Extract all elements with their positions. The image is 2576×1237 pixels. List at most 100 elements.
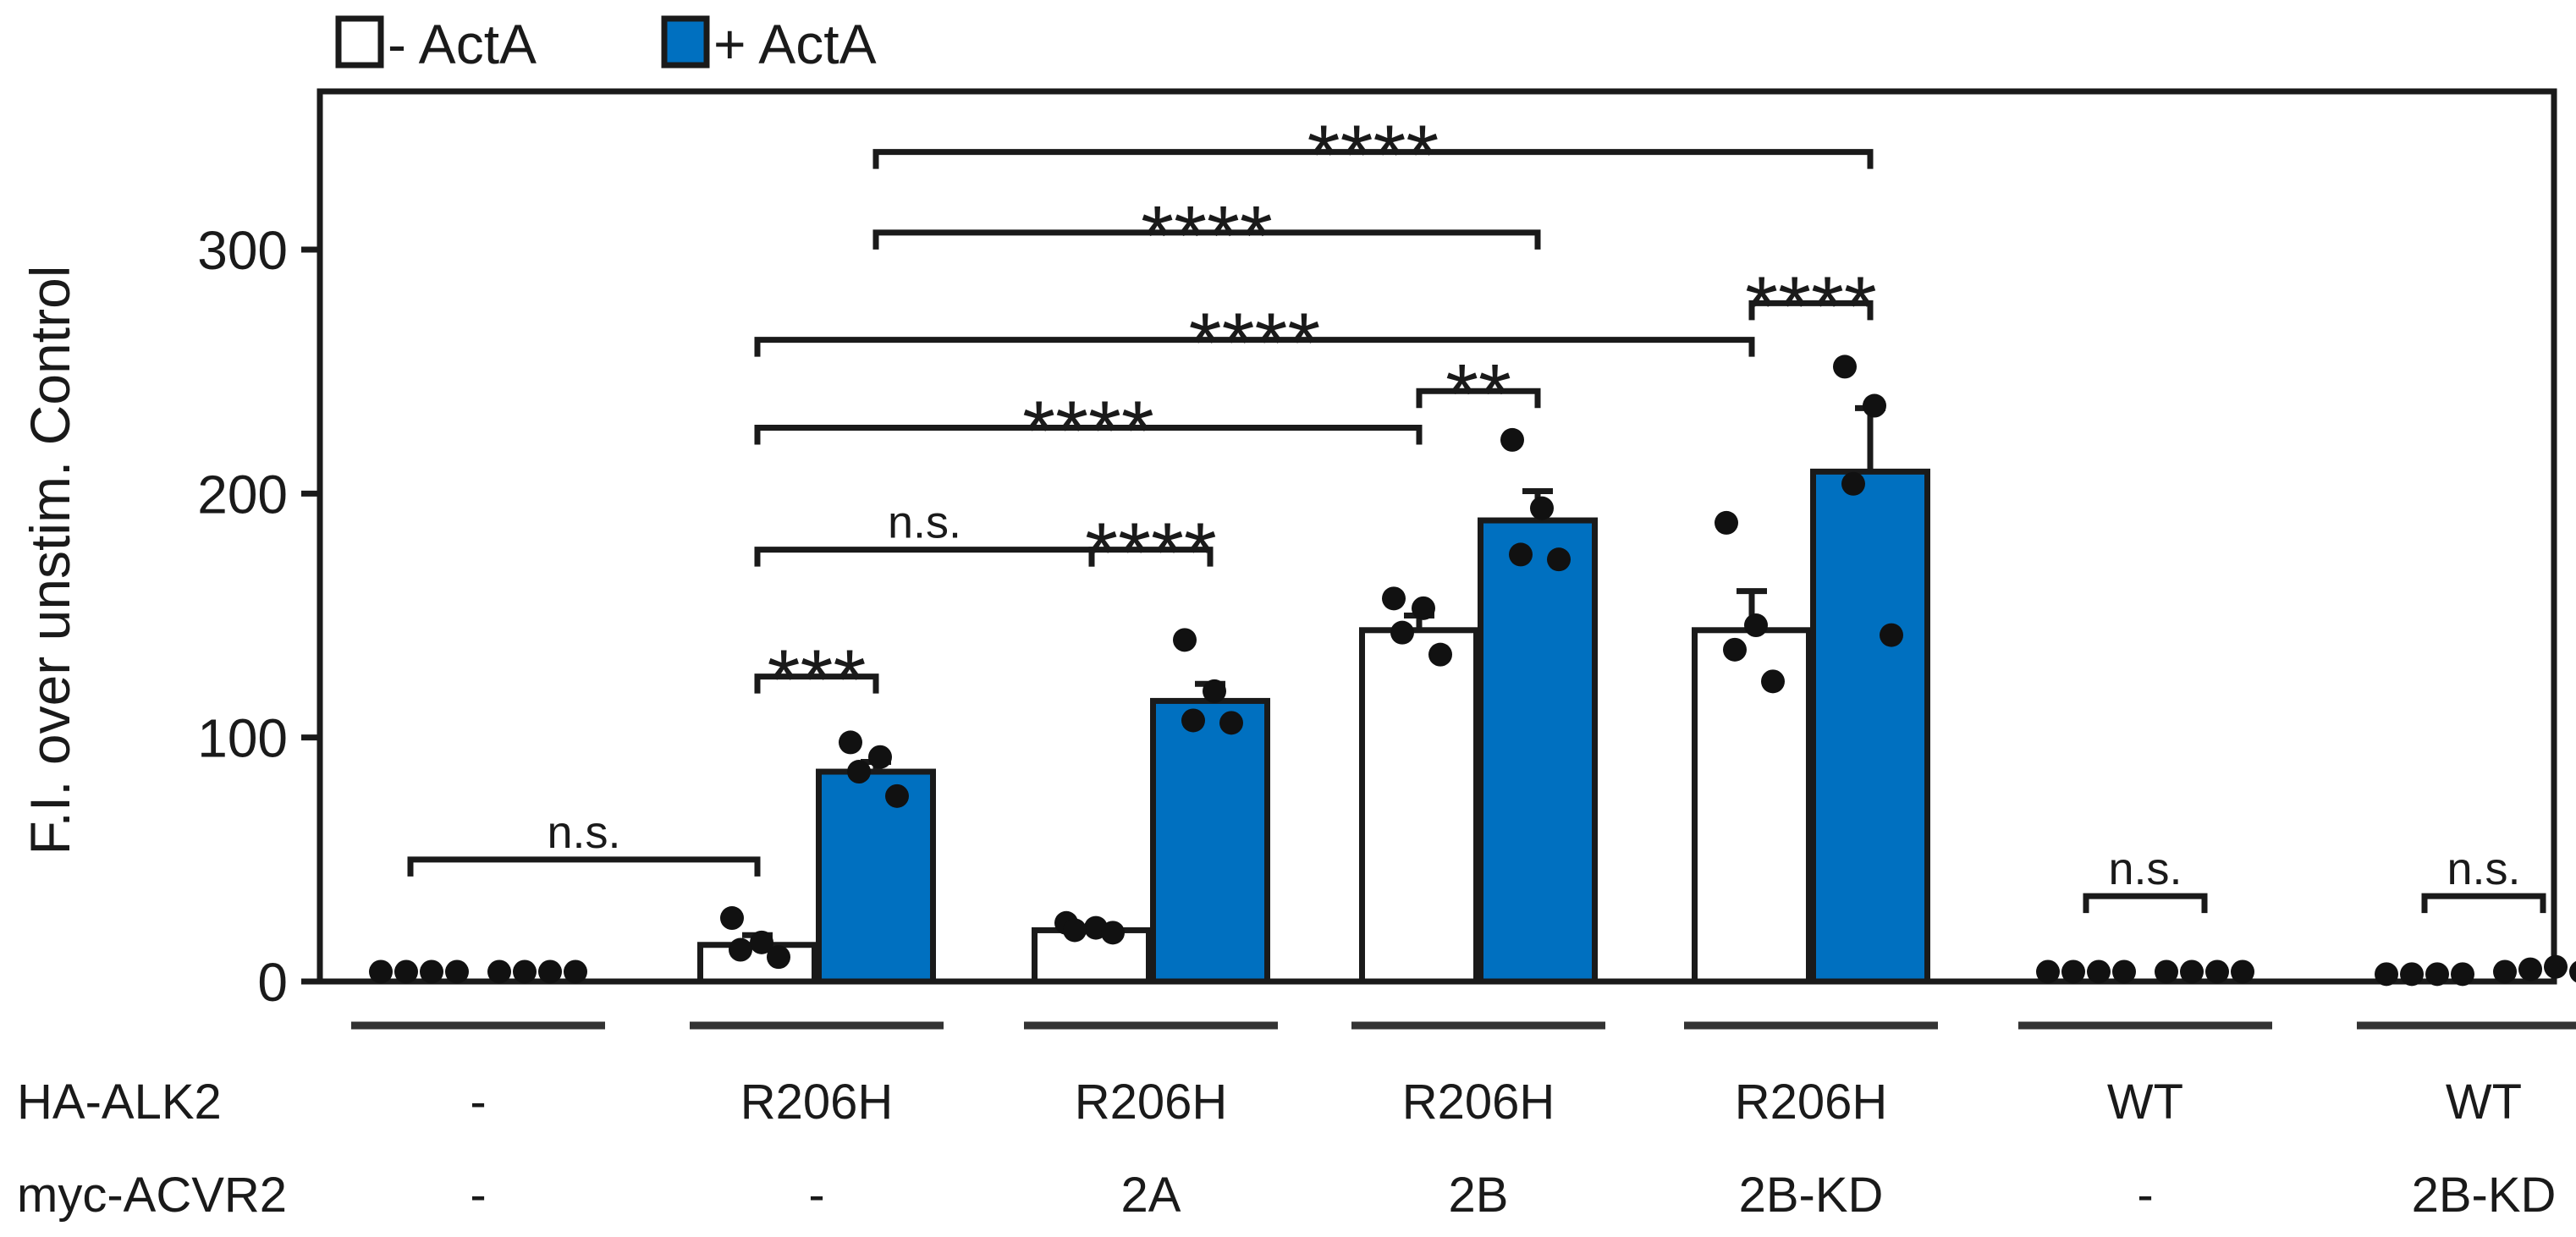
bar-plus-acta — [1150, 697, 1270, 985]
data-point — [1761, 669, 1785, 694]
data-point — [1880, 623, 1903, 647]
group-label-alk2: R206H — [1075, 1075, 1228, 1130]
row-label-ha-alk2: HA-ALK2 — [17, 1075, 222, 1130]
data-point — [1390, 620, 1414, 645]
significance-label: n.s. — [2447, 844, 2520, 894]
significance-label: n.s. — [2108, 844, 2182, 894]
group-label-acvr2: 2A — [1121, 1168, 1181, 1223]
y-tick-label: 300 — [197, 220, 288, 281]
significance-bracket: **** — [754, 383, 1423, 478]
group-label-acvr2: - — [470, 1168, 486, 1223]
group-label-acvr2: - — [808, 1168, 824, 1223]
significance-label: n.s. — [547, 807, 620, 858]
data-point — [1203, 679, 1226, 703]
data-point — [767, 945, 790, 970]
data-point — [2569, 960, 2576, 983]
row-label-myc-acvr2: myc-ACVR2 — [17, 1168, 287, 1223]
data-point — [1181, 708, 1205, 733]
data-point — [487, 959, 511, 984]
group-label-alk2: R206H — [740, 1075, 894, 1130]
data-point — [1063, 918, 1087, 943]
significance-label: ** — [1445, 347, 1511, 442]
data-point — [1382, 586, 1406, 611]
legend-label-minus-acta: - ActA — [388, 13, 537, 75]
group-label-alk2: - — [470, 1075, 486, 1130]
data-point — [847, 760, 871, 784]
data-point — [1863, 393, 1886, 418]
group-label-alk2: R206H — [1735, 1075, 1888, 1130]
data-point — [2375, 962, 2398, 987]
significance-label: n.s. — [888, 498, 961, 548]
data-point — [538, 959, 562, 984]
bar-plus-acta — [1810, 468, 1930, 985]
y-axis-label: F.I. over unstim. Control — [19, 266, 81, 855]
group-label-acvr2: 2B — [1449, 1168, 1509, 1223]
significance-label: **** — [1085, 506, 1217, 601]
data-point — [420, 959, 443, 984]
legend-label-plus-acta: + ActA — [713, 13, 877, 75]
data-point — [720, 906, 744, 931]
group-label-alk2: R206H — [1402, 1075, 1555, 1130]
bracket-line — [1088, 547, 1214, 567]
data-point — [2544, 954, 2568, 979]
significance-label: **** — [1189, 296, 1321, 391]
data-point — [868, 745, 892, 769]
data-point — [839, 730, 862, 755]
data-point — [1428, 642, 1452, 667]
bracket-line — [754, 424, 1423, 445]
group-label-acvr2: - — [2137, 1168, 2153, 1223]
bar-minus-acta — [1359, 627, 1479, 985]
significance-label: **** — [1307, 108, 1439, 203]
significance-bracket: n.s. — [407, 807, 761, 877]
y-tick-label: 100 — [197, 708, 288, 769]
data-point — [1547, 547, 1571, 572]
significance-bracket: n.s. — [2421, 844, 2546, 914]
significance-bracket: n.s. — [754, 498, 1095, 567]
bracket-line — [754, 673, 879, 694]
data-point — [1530, 496, 1554, 520]
data-point — [2493, 959, 2517, 984]
data-point — [1500, 427, 1524, 452]
significance-label: **** — [1745, 259, 1877, 354]
bracket-line — [754, 337, 1755, 357]
legend: - ActA + ActA — [335, 13, 877, 75]
bracket-line — [407, 856, 761, 877]
data-point — [1715, 510, 1738, 535]
data-point — [1101, 921, 1125, 945]
data-point — [2400, 962, 2424, 987]
data-point — [2155, 959, 2178, 984]
data-point — [2087, 959, 2111, 984]
significance-label: *** — [768, 633, 867, 728]
bracket-line — [872, 149, 1874, 169]
bar-plus-acta — [1478, 517, 1598, 985]
significance-bracket: **** — [872, 189, 1541, 283]
data-point — [369, 959, 393, 984]
data-point — [2231, 959, 2254, 984]
data-point — [2061, 959, 2085, 984]
data-point — [885, 783, 909, 808]
data-point — [445, 959, 469, 984]
data-point — [2205, 959, 2229, 984]
legend-swatch-minus-acta — [335, 15, 384, 69]
data-point — [729, 937, 752, 962]
data-point — [1744, 613, 1768, 638]
y-tick-label: 0 — [257, 952, 288, 1013]
group-label-alk2: WT — [2446, 1075, 2522, 1130]
data-point — [1173, 628, 1197, 652]
data-point — [1219, 711, 1243, 735]
bracket-line — [1416, 388, 1541, 409]
bracket-line — [754, 547, 1095, 567]
data-point — [2518, 957, 2542, 981]
data-point — [750, 930, 773, 954]
data-point — [1509, 542, 1533, 567]
significance-bracket: **** — [872, 108, 1874, 203]
data-point — [2180, 959, 2204, 984]
group-label-acvr2: 2B-KD — [1739, 1168, 1884, 1223]
bar-minus-acta — [1692, 627, 1812, 985]
significance-bracket: **** — [754, 296, 1755, 391]
significance-bracket: n.s. — [2083, 844, 2208, 914]
legend-swatch-plus-acta — [661, 15, 710, 69]
data-point — [1723, 637, 1747, 662]
